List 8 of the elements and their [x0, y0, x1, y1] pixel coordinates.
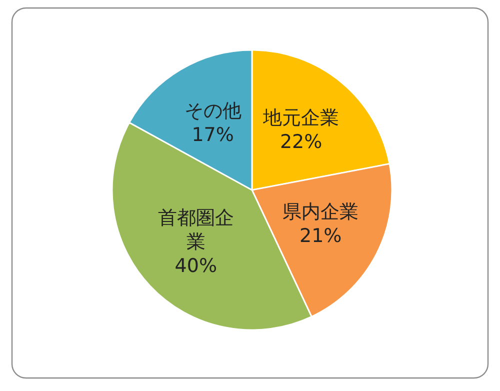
- slice-label: その他: [184, 100, 242, 122]
- slice-label: 県内企業: [282, 201, 359, 224]
- data-label: 22%: [280, 130, 322, 153]
- data-label: 40%: [174, 254, 217, 277]
- data-label: 21%: [299, 225, 342, 248]
- data-label: 17%: [192, 124, 234, 146]
- slice-label: 地元企業: [262, 106, 340, 129]
- slice-label: 首都圏企業: [158, 206, 234, 253]
